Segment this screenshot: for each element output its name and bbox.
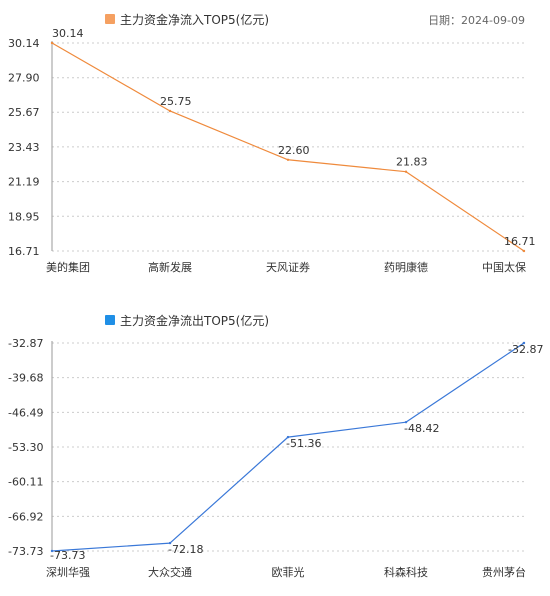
outflow-chart: 主力资金净流出TOP5(亿元) -32.87 -39.68 -46.49 -53.30… [8,313,543,579]
outflow-data-label: -32.87 [508,343,543,356]
inflow-y-tick-label: 18.95 [8,210,40,223]
outflow-y-tick-label: -60.11 [8,476,43,489]
outflow-data-point[interactable] [404,420,408,424]
outflow-y-tick-label: -32.87 [8,337,43,350]
inflow-data-label: 22.60 [278,144,310,157]
date-label: 日期：2024-09-09 [428,14,525,27]
inflow-data-label: 21.83 [396,156,428,169]
inflow-y-tick-label: 27.90 [8,72,40,85]
inflow-x-tick-label: 中国太保 [482,260,526,274]
inflow-chart-title: 主力资金净流入TOP5(亿元) [120,12,269,27]
inflow-data-label: 25.75 [160,95,192,108]
outflow-x-tick-label: 大众交通 [148,565,192,579]
inflow-data-label: 30.14 [52,27,84,40]
inflow-x-tick-label: 高新发展 [148,260,192,274]
inflow-y-tick-label: 23.43 [8,141,40,154]
inflow-data-point[interactable] [168,109,172,113]
outflow-y-tick-label: -39.68 [8,372,43,385]
inflow-x-tick-label: 天风证券 [266,260,310,274]
inflow-y-tick-label: 16.71 [8,245,40,258]
inflow-chart: 主力资金净流入TOP5(亿元) 日期：2024-09-09 30.14 27.90… [8,12,536,274]
outflow-y-tick-label: -46.49 [8,406,43,419]
outflow-data-point[interactable] [286,435,290,439]
outflow-data-point[interactable] [522,341,526,345]
outflow-x-tick-label: 科森科技 [384,565,428,579]
inflow-data-point[interactable] [522,249,526,253]
outflow-data-label: -73.73 [50,549,85,562]
inflow-data-point[interactable] [50,41,54,45]
inflow-data-label: 16.71 [504,235,536,248]
outflow-legend-swatch [105,315,115,325]
inflow-y-tick-label: 30.14 [8,37,40,50]
inflow-x-tick-label: 药明康德 [384,260,428,274]
outflow-data-label: -48.42 [404,422,439,435]
outflow-y-tick-label: -73.73 [8,545,43,558]
outflow-data-label: -72.18 [168,543,203,556]
outflow-x-tick-label: 欧菲光 [272,565,305,579]
outflow-y-tick-label: -66.92 [8,510,43,523]
inflow-data-point[interactable] [404,170,408,173]
outflow-chart-title: 主力资金净流出TOP5(亿元) [120,313,269,328]
outflow-data-point[interactable] [50,549,54,553]
outflow-x-tick-label: 深圳华强 [46,565,90,579]
outflow-data-point[interactable] [168,541,172,545]
inflow-x-tick-label: 美的集团 [46,260,90,274]
inflow-y-tick-label: 21.19 [8,176,40,189]
inflow-y-tick-label: 25.67 [8,106,40,119]
inflow-data-point[interactable] [286,158,290,161]
inflow-legend-swatch [105,14,115,24]
outflow-x-tick-label: 贵州茅台 [482,565,526,579]
outflow-y-tick-label: -53.30 [8,441,43,454]
outflow-data-label: -51.36 [286,437,321,450]
